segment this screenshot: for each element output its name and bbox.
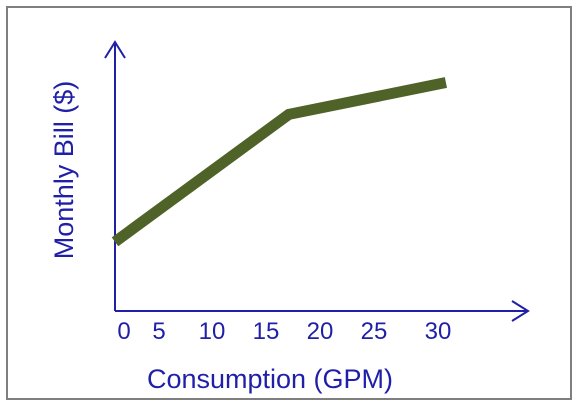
- x-tick-label: 5: [152, 318, 165, 345]
- x-tick-labels: 0 5 10 15 20 25 30: [117, 318, 451, 345]
- x-tick-label: 25: [361, 318, 388, 345]
- chart-frame: [6, 6, 572, 400]
- x-axis-arrowhead: [511, 300, 530, 322]
- x-axis-label: Consumption (GPM): [147, 364, 393, 394]
- series-group: [111, 77, 447, 247]
- y-axis-label: Monthly Bill ($): [49, 81, 79, 260]
- x-tick-label: 30: [425, 318, 452, 345]
- x-tick-label: 0: [117, 318, 130, 345]
- series-line: [111, 77, 447, 247]
- axes: [104, 40, 530, 322]
- x-tick-label: 20: [307, 318, 334, 345]
- y-axis-arrowhead: [104, 40, 126, 59]
- x-tick-label: 10: [199, 318, 226, 345]
- x-tick-label: 15: [253, 318, 280, 345]
